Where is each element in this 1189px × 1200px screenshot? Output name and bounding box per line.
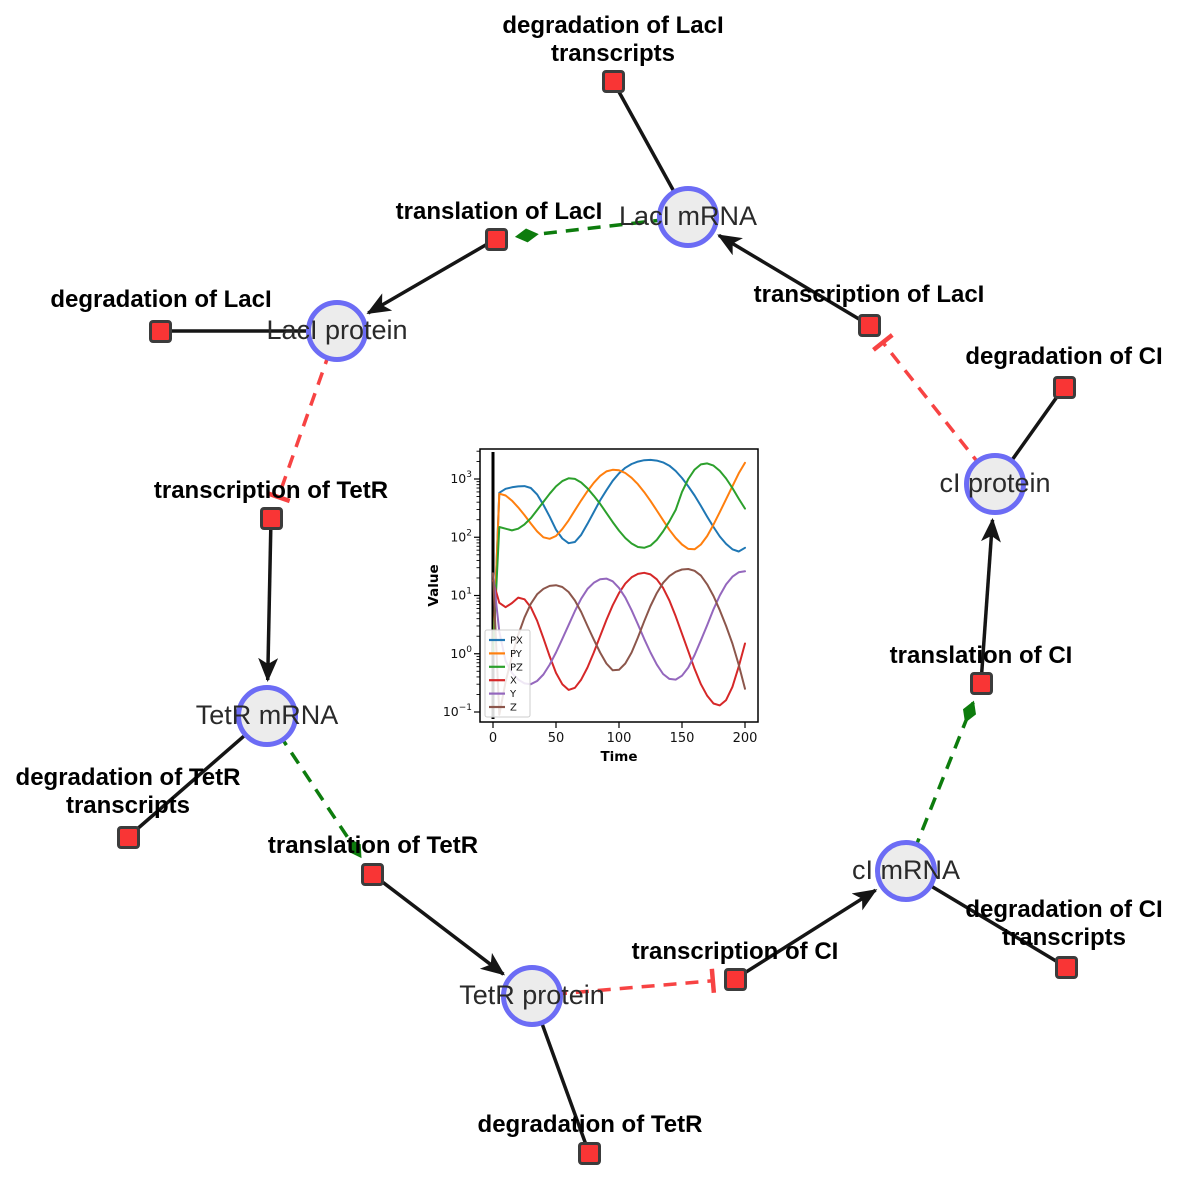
y-tick-label: 101: [450, 587, 472, 603]
reaction-node-deg-ci: [1053, 376, 1076, 399]
reaction-label-line: translation of LacI: [395, 198, 603, 225]
species-node-laci-mrna: [657, 186, 719, 248]
species-label-laci-protein: LacI protein: [266, 315, 408, 345]
reaction-label-line: transcripts: [1001, 924, 1127, 951]
species-label-tetr-mrna: TetR mRNA: [195, 700, 339, 730]
reaction-node-deg-tetr: [578, 1142, 601, 1165]
reaction-label-deg-tetr: degradation of TetR: [360, 1111, 820, 1139]
reaction-label-line: transcription of CI: [631, 938, 839, 965]
legend-label-PX: PX: [510, 636, 523, 647]
reaction-label-transl-laci: translation of LacI: [269, 198, 729, 226]
reaction-node-transcr-tetr: [260, 507, 283, 530]
reaction-label-line: degradation of CI: [965, 896, 1163, 923]
series-line-PZ: [492, 462, 746, 655]
x-axis-label: Time: [600, 749, 637, 765]
reaction-label-line: transcription of TetR: [153, 477, 389, 504]
reaction-label-line: transcription of LacI: [753, 281, 985, 308]
series-line-X: [492, 571, 746, 707]
chart-legend: PX PY PZ XYZ: [484, 629, 531, 718]
series-line-Y: [492, 570, 746, 686]
species-node-laci-protein: [306, 300, 368, 362]
reaction-node-deg-laci: [149, 320, 172, 343]
reaction-node-deg-laci-tx: [602, 70, 625, 93]
reaction-label-line: transcripts: [65, 792, 191, 819]
reaction-label-deg-ci: degradation of CI: [834, 343, 1189, 371]
reaction-label-deg-tetr-tx: degradation of TetR transcripts: [0, 764, 358, 820]
y-tick-label: 10−1: [443, 703, 472, 719]
reaction-label-line: degradation of TetR: [477, 1111, 703, 1138]
edge-production-transl-tetr-to-tetr-protein: [370, 872, 505, 976]
edge-consumption-ci-mrna-to-deg-ci-tx: [905, 869, 1067, 969]
x-tick-label: 100: [607, 731, 632, 746]
legend-label-PY: PY: [510, 649, 523, 660]
y-tick-label: 103: [450, 470, 472, 486]
edge-production-transcr-ci-to-ci-mrna: [734, 888, 878, 981]
reaction-label-deg-laci-tx: degradation of LacI transcripts: [383, 12, 843, 68]
edge-production-transl-ci-to-ci-protein: [979, 517, 1001, 684]
x-tick-label: 150: [670, 731, 695, 746]
species-label-laci-mrna: LacI mRNA: [618, 201, 758, 231]
legend-label-PZ: PZ: [510, 662, 523, 673]
inset-chart: 0 50 100 150 20010−1100101102103TimeValuePXP…: [424, 436, 780, 768]
reaction-node-deg-ci-tx: [1055, 956, 1078, 979]
series-line-Z: [492, 568, 746, 716]
species-label-tetr-protein: TetR protein: [459, 980, 605, 1010]
reaction-node-transcr-laci: [858, 314, 881, 337]
reaction-node-transl-tetr: [361, 863, 384, 886]
reaction-node-transcr-ci: [724, 968, 747, 991]
reaction-label-deg-ci-tx: degradation of CI transcripts: [834, 896, 1189, 952]
reaction-label-line: degradation of CI: [965, 343, 1163, 370]
reaction-label-line: translation of TetR: [267, 832, 479, 859]
edge-production-transl-laci-to-laci-protein: [366, 237, 497, 315]
reaction-label-deg-laci: degradation of LacI: [0, 286, 391, 314]
chart-frame: [479, 448, 759, 723]
reaction-label-transl-tetr: translation of TetR: [143, 832, 603, 860]
reaction-node-deg-tetr-tx: [117, 826, 140, 849]
x-tick-label: 200: [733, 731, 758, 746]
reaction-label-line: transcripts: [550, 40, 676, 67]
legend-label-Z: Z: [510, 703, 517, 714]
reaction-node-transl-ci: [970, 672, 993, 695]
species-label-ci-mrna: cI mRNA: [852, 855, 960, 885]
edge-production-transcr-laci-to-laci-mrna: [717, 233, 870, 327]
reaction-label-transcr-laci: transcription of LacI: [639, 281, 1099, 309]
series-line-PX: [492, 458, 746, 655]
chart-background: [424, 436, 780, 768]
y-tick-label: 100: [450, 645, 472, 661]
y-axis-label: Value: [426, 564, 442, 606]
species-node-tetr-protein: [501, 965, 563, 1027]
reaction-label-transcr-tetr: transcription of TetR: [41, 477, 501, 505]
x-tick-label: 0: [489, 731, 497, 746]
reaction-label-line: translation of CI: [889, 642, 1073, 669]
x-tick-label: 50: [548, 731, 565, 746]
species-label-ci-protein: cI protein: [939, 468, 1051, 498]
legend-label-Y: Y: [509, 689, 517, 700]
legend-box: [484, 629, 531, 718]
y-tick-label: 102: [450, 528, 472, 544]
reaction-label-transl-ci: translation of CI: [751, 642, 1189, 670]
reaction-label-transcr-ci: transcription of CI: [505, 938, 965, 966]
species-node-ci-protein: [964, 453, 1026, 515]
reaction-node-transl-laci: [485, 228, 508, 251]
edge-production-transcr-tetr-to-tetr-mrna: [258, 517, 279, 682]
legend-label-X: X: [510, 676, 517, 687]
reaction-label-line: degradation of LacI: [502, 12, 724, 39]
species-node-tetr-mrna: [236, 685, 298, 747]
species-node-ci-mrna: [875, 840, 937, 902]
reaction-label-line: degradation of LacI: [50, 286, 272, 313]
reaction-label-line: degradation of TetR: [15, 764, 241, 791]
series-line-PY: [492, 461, 746, 655]
